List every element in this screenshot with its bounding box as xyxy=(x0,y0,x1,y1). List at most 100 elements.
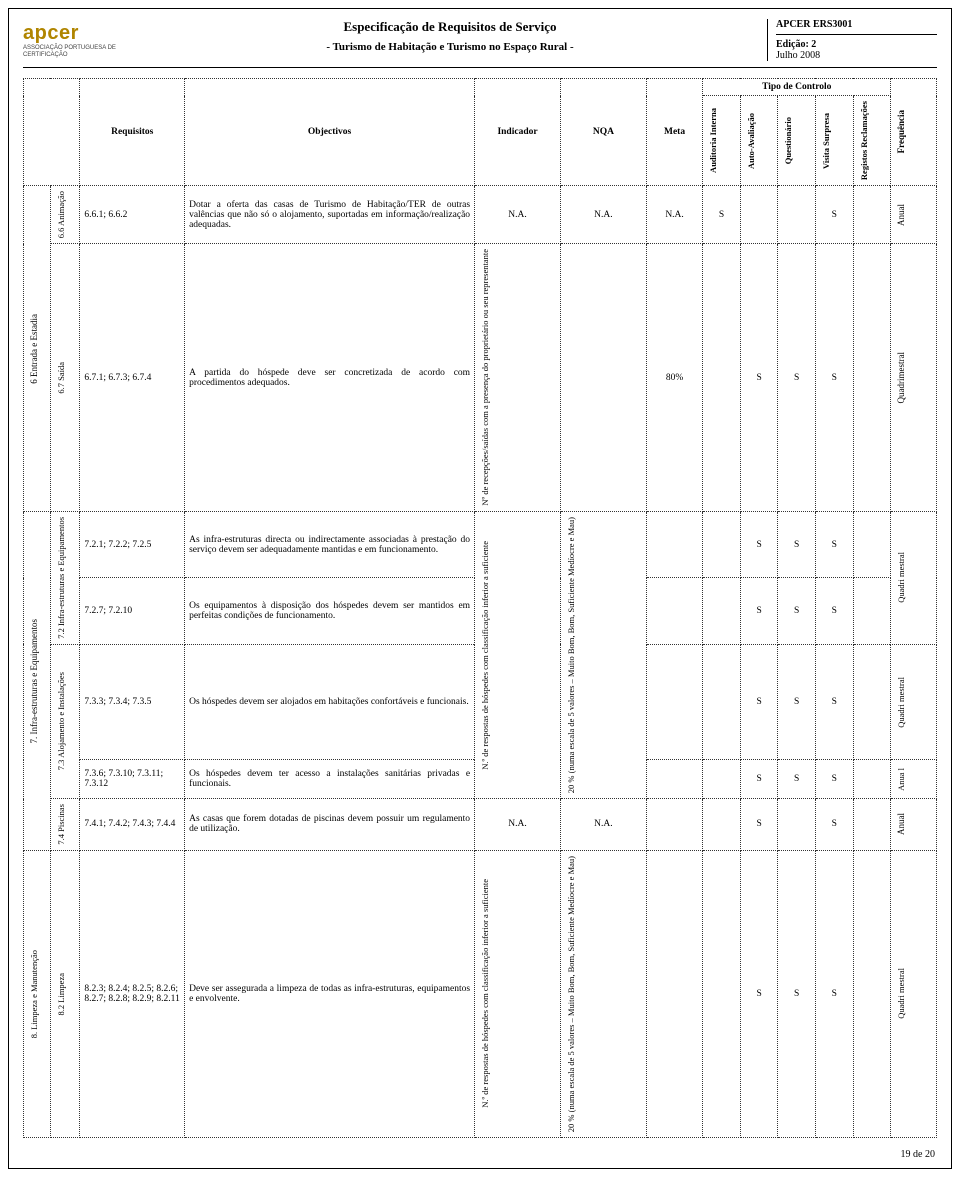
cell-c4: S xyxy=(815,760,853,799)
col-auditoria: Auditoria Interna xyxy=(707,106,720,175)
col-requisitos: Requisitos xyxy=(80,79,185,186)
page: apcer ASSOCIAÇÃO PORTUGUESA DE CERTIFICA… xyxy=(8,8,952,1169)
cell-meta xyxy=(646,850,702,1137)
cell-c1 xyxy=(703,850,741,1137)
col-registos: Registos Reclamações xyxy=(858,99,871,182)
cell-ind: N.º de respostas de hóspedes com classif… xyxy=(479,877,492,1110)
section-7-4: 7.4 Piscinas xyxy=(55,802,68,847)
cell-nqa: N.A. xyxy=(560,186,646,244)
page-number: 19 de 20 xyxy=(901,1149,935,1160)
cell-c5 xyxy=(853,186,891,244)
col-questionario: Questionário xyxy=(782,115,795,166)
table-row: 6 Entrada e Estadia 6.6 Animação 6.6.1; … xyxy=(24,186,937,244)
cell-c2: S xyxy=(740,578,778,644)
cell-c5 xyxy=(853,578,891,644)
section-6-6: 6.6 Animação xyxy=(55,189,68,240)
cell-c1 xyxy=(703,578,741,644)
col-frequencia: Frequência xyxy=(895,108,909,155)
cell-obj: As casas que forem dotadas de piscinas d… xyxy=(185,799,475,851)
doc-code: APCER ERS3001 xyxy=(776,19,937,35)
col-nqa: NQA xyxy=(560,79,646,186)
cell-c3: S xyxy=(778,244,816,512)
cell-req: 7.2.7; 7.2.10 xyxy=(80,578,185,644)
cell-req: 7.4.1; 7.4.2; 7.4.3; 7.4.4 xyxy=(80,799,185,851)
cell-ind: Nº de recepções/saídas com a presença do… xyxy=(479,247,492,508)
cell-freq: Anual xyxy=(895,811,909,837)
cell-c1: S xyxy=(703,186,741,244)
section-8: 8. Limpeza e Manutenção xyxy=(28,948,41,1040)
cell-req: 7.2.1; 7.2.2; 7.2.5 xyxy=(80,511,185,577)
cell-ind: N.A. xyxy=(475,186,561,244)
header-center: Especificação de Requisitos de Serviço -… xyxy=(133,19,767,61)
doc-title: Especificação de Requisitos de Serviço xyxy=(133,19,767,35)
cell-obj: As infra-estruturas directa ou indirecta… xyxy=(185,511,475,577)
cell-c5 xyxy=(853,799,891,851)
cell-c2: S xyxy=(740,850,778,1137)
cell-meta xyxy=(646,760,702,799)
cell-meta xyxy=(646,578,702,644)
cell-freq: Quadri mestral xyxy=(895,675,908,730)
cell-c2: S xyxy=(740,799,778,851)
cell-meta: 80% xyxy=(646,244,702,512)
section-8-2: 8.2 Limpeza xyxy=(55,971,68,1017)
table-row: 7.4 Piscinas 7.4.1; 7.4.2; 7.4.3; 7.4.4 … xyxy=(24,799,937,851)
cell-freq: Quadri mestral xyxy=(895,966,908,1021)
section-7: 7. Infra-estruturas e Equipamentos xyxy=(28,617,42,745)
cell-req: 7.3.6; 7.3.10; 7.3.11; 7.3.12 xyxy=(80,760,185,799)
cell-obj: Deve ser assegurada a limpeza de todas a… xyxy=(185,850,475,1137)
cell-c1 xyxy=(703,760,741,799)
col-objectivos: Objectivos xyxy=(185,79,475,186)
doc-subtitle: - Turismo de Habitação e Turismo no Espa… xyxy=(133,41,767,53)
section-7-2: 7.2 Infra-estruturas e Equipamentos xyxy=(55,515,68,641)
cell-c4: S xyxy=(815,511,853,577)
cell-c3: S xyxy=(778,760,816,799)
cell-c5 xyxy=(853,760,891,799)
logo: apcer ASSOCIAÇÃO PORTUGUESA DE CERTIFICA… xyxy=(23,19,133,61)
cell-nqa xyxy=(560,244,646,512)
cell-c1 xyxy=(703,799,741,851)
cell-c2: S xyxy=(740,760,778,799)
cell-c4: S xyxy=(815,186,853,244)
cell-c3: S xyxy=(778,644,816,760)
cell-c4: S xyxy=(815,799,853,851)
cell-c2 xyxy=(740,186,778,244)
logo-subtitle: ASSOCIAÇÃO PORTUGUESA DE CERTIFICAÇÃO xyxy=(23,45,133,58)
cell-c3: S xyxy=(778,511,816,577)
cell-obj: Os hóspedes devem ser alojados em habita… xyxy=(185,644,475,760)
cell-obj: A partida do hóspede deve ser concretiza… xyxy=(185,244,475,512)
cell-c5 xyxy=(853,244,891,512)
cell-nqa: 20 % (numa escala de 5 valores – Muito B… xyxy=(565,854,578,1134)
edition-date: Julho 2008 xyxy=(776,50,937,61)
section-7-3: 7.3 Alojamento e Instalações xyxy=(55,670,68,772)
cell-nqa: 20 % (numa escala de 5 valores – Muito B… xyxy=(565,515,578,795)
col-meta: Meta xyxy=(646,79,702,186)
col-auto-aval: Auto-Avaliação xyxy=(745,111,758,171)
cell-req: 7.3.3; 7.3.4; 7.3.5 xyxy=(80,644,185,760)
cell-meta xyxy=(646,644,702,760)
cell-freq: Quadrimestral xyxy=(895,350,909,405)
cell-c1 xyxy=(703,511,741,577)
cell-c4: S xyxy=(815,644,853,760)
cell-c3 xyxy=(778,799,816,851)
section-6-7: 6.7 Saída xyxy=(55,360,68,396)
cell-c4: S xyxy=(815,578,853,644)
cell-ind: N.º de respostas de hóspedes com classif… xyxy=(479,539,492,772)
cell-obj: Dotar a oferta das casas de Turismo de H… xyxy=(185,186,475,244)
cell-meta: N.A. xyxy=(646,186,702,244)
cell-freq: Anua l xyxy=(895,766,908,793)
cell-c5 xyxy=(853,644,891,760)
cell-c2: S xyxy=(740,511,778,577)
cell-c2: S xyxy=(740,644,778,760)
cell-req: 6.7.1; 6.7.3; 6.7.4 xyxy=(80,244,185,512)
cell-c2: S xyxy=(740,244,778,512)
section-6: 6 Entrada e Estadia xyxy=(28,312,42,386)
cell-c5 xyxy=(853,850,891,1137)
table-row: 7. Infra-estruturas e Equipamentos 7.2 I… xyxy=(24,511,937,577)
cell-req: 8.2.3; 8.2.4; 8.2.5; 8.2.6; 8.2.7; 8.2.8… xyxy=(80,850,185,1137)
header-right: APCER ERS3001 Edição: 2 Julho 2008 xyxy=(767,19,937,61)
cell-c5 xyxy=(853,511,891,577)
cell-c1 xyxy=(703,644,741,760)
cell-freq: Anual xyxy=(895,202,909,228)
cell-c4: S xyxy=(815,850,853,1137)
document-header: apcer ASSOCIAÇÃO PORTUGUESA DE CERTIFICA… xyxy=(23,19,937,68)
